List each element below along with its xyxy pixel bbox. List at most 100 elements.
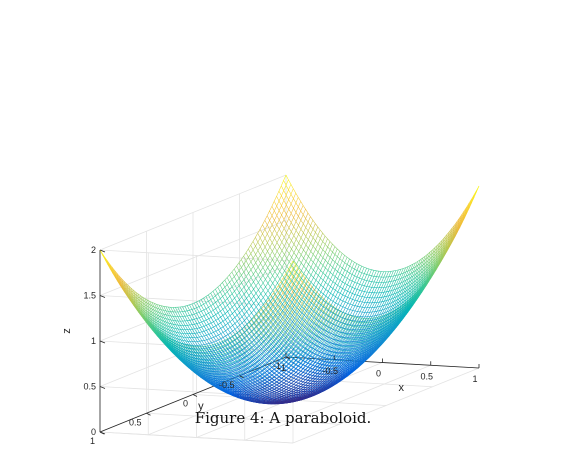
mesh-edge: [196, 337, 200, 342]
mesh-edge: [163, 317, 167, 319]
mesh-edge: [161, 326, 165, 331]
mesh-edge: [182, 333, 186, 338]
mesh-edge: [192, 333, 196, 338]
mesh-edge: [170, 323, 174, 329]
mesh-edge: [160, 305, 164, 311]
mesh-edge: [180, 329, 184, 334]
mesh-edge: [197, 348, 201, 353]
mesh-edge: [189, 315, 193, 320]
mesh-edge: [194, 324, 198, 329]
mesh-edge: [173, 342, 177, 347]
mesh-edge: [197, 345, 201, 350]
mesh-edge: [156, 317, 160, 323]
mesh-edge: [139, 300, 143, 306]
mesh-edge: [154, 316, 158, 321]
mesh-edge: [165, 314, 169, 320]
mesh-edge: [204, 353, 208, 358]
mesh-edge: [170, 307, 174, 313]
mesh-edge: [149, 307, 153, 313]
mesh-edge: [164, 332, 167, 337]
mesh-edge: [165, 306, 169, 312]
mesh-edge: [116, 272, 120, 276]
mesh-edge: [137, 293, 141, 296]
mesh-edge: [192, 329, 195, 334]
mesh-edge: [170, 311, 174, 317]
mesh-edge: [187, 357, 191, 362]
mesh-edge: [219, 342, 223, 347]
mesh-edge: [171, 336, 175, 341]
mesh-edge: [180, 342, 184, 344]
mesh-edge: [214, 344, 218, 349]
mesh-edge: [149, 310, 153, 316]
mesh-edge: [189, 341, 193, 346]
mesh-edge: [171, 343, 175, 348]
mesh-edge: [182, 320, 186, 326]
mesh-edge: [197, 367, 201, 371]
mesh-edge: [159, 324, 163, 329]
mesh-edge: [104, 256, 108, 261]
mesh-edge: [177, 320, 181, 326]
mesh-edge: [184, 354, 188, 359]
mesh-edge: [217, 343, 220, 348]
mesh-edge: [149, 300, 153, 306]
mesh-edge: [156, 325, 160, 330]
mesh-edge: [216, 355, 220, 357]
mesh-edge: [151, 302, 155, 304]
mesh-edge: [194, 337, 198, 342]
mesh-edge: [192, 341, 196, 346]
mesh-edge: [183, 346, 186, 351]
mesh-edge: [189, 310, 193, 315]
mesh-edge: [147, 311, 151, 317]
mesh-edge: [214, 366, 217, 370]
mesh-edge: [206, 360, 210, 364]
mesh-edge: [144, 298, 148, 301]
mesh-edge: [178, 335, 182, 341]
mesh-edge: [187, 304, 190, 306]
mesh-edge: [185, 344, 189, 349]
mesh-edge: [168, 339, 172, 344]
mesh-edge: [149, 313, 153, 318]
mesh-edge: [190, 359, 194, 363]
mesh-edge: [180, 336, 184, 338]
mesh-edge: [186, 305, 190, 311]
mesh-edge: [142, 302, 146, 308]
mesh-edge: [182, 340, 186, 345]
mesh-edge: [192, 346, 196, 350]
mesh-edge: [206, 356, 210, 361]
mesh-edge: [176, 348, 180, 352]
mesh-edge: [191, 313, 195, 316]
mesh-edge: [168, 319, 171, 321]
mesh-edge: [168, 322, 172, 328]
mesh-edge: [180, 348, 184, 352]
mesh-edge: [194, 323, 197, 325]
mesh-edge: [197, 349, 201, 354]
mesh-edge: [161, 305, 164, 307]
mesh-edge: [175, 324, 179, 330]
mesh-edge: [166, 314, 169, 316]
mesh-edge: [182, 325, 186, 330]
mesh-edge: [168, 326, 172, 328]
mesh-edge: [184, 320, 188, 326]
mesh-edge: [151, 305, 155, 311]
mesh-edge: [123, 280, 127, 284]
mesh-edge: [178, 335, 181, 337]
mesh-edge: [190, 356, 194, 361]
mesh-edge: [161, 331, 165, 336]
mesh-edge: [185, 357, 189, 361]
mesh-edge: [183, 351, 187, 356]
mesh-edge: [180, 325, 184, 330]
mesh-edge: [211, 369, 215, 373]
mesh-edge: [149, 304, 153, 310]
mesh-edge: [146, 299, 150, 305]
mesh-edge: [154, 303, 157, 305]
mesh-edge: [187, 315, 190, 321]
mesh-edge: [191, 314, 195, 320]
mesh-edge: [194, 313, 198, 319]
mesh-edge: [175, 316, 179, 322]
mesh-edge: [207, 353, 210, 358]
mesh-edge: [184, 305, 188, 307]
mesh-edge: [166, 328, 170, 333]
mesh-edge: [179, 311, 183, 317]
mesh-edge: [161, 328, 165, 333]
